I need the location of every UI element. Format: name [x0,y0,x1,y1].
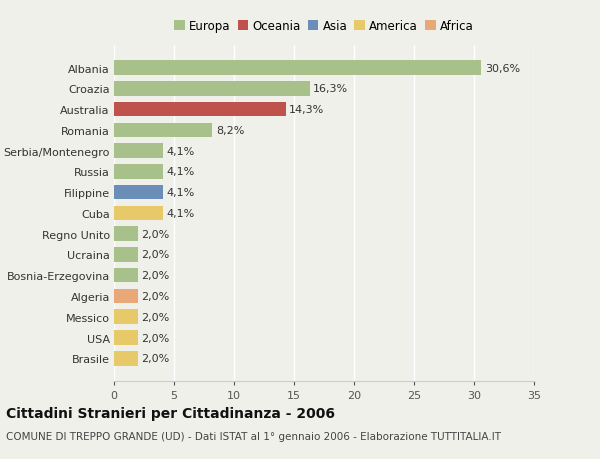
Bar [114,330,138,345]
Text: 2,0%: 2,0% [142,271,170,280]
Text: 4,1%: 4,1% [167,208,195,218]
Bar [114,351,138,366]
Text: Cittadini Stranieri per Cittadinanza - 2006: Cittadini Stranieri per Cittadinanza - 2… [6,406,335,420]
Bar [114,102,286,117]
Bar [114,289,138,303]
Text: 2,0%: 2,0% [142,353,170,364]
Bar [114,206,163,221]
Bar [114,165,163,179]
Bar [114,144,163,158]
Text: 2,0%: 2,0% [142,229,170,239]
Text: 2,0%: 2,0% [142,291,170,301]
Text: 4,1%: 4,1% [167,167,195,177]
Text: 8,2%: 8,2% [216,126,244,135]
Text: 14,3%: 14,3% [289,105,325,115]
Bar [114,247,138,262]
Bar [114,227,138,241]
Bar [114,310,138,325]
Text: 16,3%: 16,3% [313,84,349,94]
Bar [114,185,163,200]
Text: 4,1%: 4,1% [167,146,195,156]
Bar [114,82,310,96]
Text: 2,0%: 2,0% [142,250,170,260]
Legend: Europa, Oceania, Asia, America, Africa: Europa, Oceania, Asia, America, Africa [170,15,478,37]
Text: 2,0%: 2,0% [142,312,170,322]
Text: 4,1%: 4,1% [167,188,195,198]
Bar [114,61,481,76]
Bar [114,123,212,138]
Bar [114,269,138,283]
Text: 30,6%: 30,6% [485,63,520,73]
Text: COMUNE DI TREPPO GRANDE (UD) - Dati ISTAT al 1° gennaio 2006 - Elaborazione TUTT: COMUNE DI TREPPO GRANDE (UD) - Dati ISTA… [6,431,501,442]
Text: 2,0%: 2,0% [142,333,170,343]
